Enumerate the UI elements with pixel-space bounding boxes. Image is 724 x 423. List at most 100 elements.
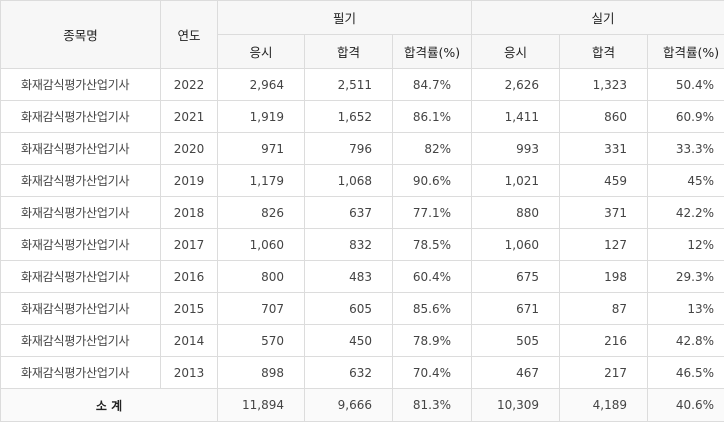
cell-written-applicants: 1,179	[217, 164, 305, 197]
cell-written-rate: 90.6%	[391, 164, 473, 197]
table-row: 화재감식평가산업기사 2013 898 632 70.4% 467 217 46.5%	[0, 356, 724, 389]
cell-written-passed: 1,652	[304, 100, 393, 133]
cell-written-applicants: 826	[217, 196, 305, 229]
table-row: 화재감식평가산업기사 2019 1,179 1,068 90.6% 1,021 459 45%	[0, 164, 724, 197]
total-practical-passed: 4,189	[559, 388, 649, 422]
cell-practical-passed: 331	[559, 132, 649, 165]
cell-year: 2019	[160, 164, 218, 197]
cell-written-passed: 632	[304, 356, 393, 389]
cell-practical-passed: 1,323	[559, 68, 649, 101]
cell-practical-rate: 12%	[647, 228, 724, 261]
table-row: 화재감식평가산업기사 2014 570 450 78.9% 505 216 42.8%	[0, 324, 724, 357]
cell-year: 2021	[160, 100, 218, 133]
header-written-exam: 필기	[216, 0, 473, 35]
cell-practical-passed: 459	[559, 164, 649, 197]
table-row: 화재감식평가산업기사 2017 1,060 832 78.5% 1,060 127 12%	[0, 228, 724, 261]
table-row: 화재감식평가산업기사 2022 2,964 2,511 84.7% 2,626 1,323 5…	[0, 68, 724, 101]
cell-written-passed: 605	[304, 292, 393, 325]
cell-written-passed: 1,068	[304, 164, 393, 197]
cell-year: 2016	[160, 260, 218, 293]
cell-year: 2020	[160, 132, 218, 165]
table-footer: 소 계 11,894 9,666 81.3% 10,309 4,189 40.6…	[0, 388, 724, 422]
table-row: 화재감식평가산업기사 2018 826 637 77.1% 880 371 42.2%	[0, 196, 724, 229]
header-practical-exam: 실기	[471, 0, 724, 35]
cell-practical-passed: 87	[559, 292, 649, 325]
total-label: 소 계	[0, 388, 218, 422]
cell-practical-applicants: 467	[471, 356, 561, 389]
cell-written-applicants: 800	[217, 260, 305, 293]
cell-written-rate: 77.1%	[391, 196, 473, 229]
cell-written-applicants: 898	[217, 356, 305, 389]
cell-practical-rate: 42.2%	[647, 196, 724, 229]
cell-practical-applicants: 671	[471, 292, 561, 325]
cell-practical-rate: 13%	[647, 292, 724, 325]
cell-written-applicants: 2,964	[217, 68, 305, 101]
cell-written-applicants: 707	[217, 292, 305, 325]
cell-written-passed: 832	[304, 228, 393, 261]
cell-year: 2022	[160, 68, 218, 101]
cell-written-rate: 84.7%	[391, 68, 473, 101]
cell-practical-passed: 198	[559, 260, 649, 293]
cell-written-applicants: 1,919	[217, 100, 305, 133]
header-practical-passed: 합격	[559, 34, 649, 69]
cell-practical-rate: 42.8%	[647, 324, 724, 357]
cell-practical-applicants: 1,021	[471, 164, 561, 197]
cell-item-name: 화재감식평가산업기사	[0, 260, 161, 293]
cell-item-name: 화재감식평가산업기사	[0, 228, 161, 261]
cell-practical-applicants: 675	[471, 260, 561, 293]
table-row: 화재감식평가산업기사 2021 1,919 1,652 86.1% 1,411 860 60.…	[0, 100, 724, 133]
cell-written-rate: 82%	[391, 132, 473, 165]
cell-item-name: 화재감식평가산업기사	[0, 132, 161, 165]
header-practical-rate: 합격률(%)	[647, 34, 724, 69]
cell-practical-passed: 217	[559, 356, 649, 389]
cell-written-passed: 2,511	[304, 68, 393, 101]
cell-written-passed: 637	[304, 196, 393, 229]
cell-practical-applicants: 505	[471, 324, 561, 357]
header-written-applicants: 응시	[217, 34, 305, 69]
cell-written-rate: 78.9%	[391, 324, 473, 357]
cell-written-applicants: 1,060	[217, 228, 305, 261]
total-practical-applicants: 10,309	[471, 388, 561, 422]
cell-written-passed: 483	[304, 260, 393, 293]
total-row: 소 계 11,894 9,666 81.3% 10,309 4,189 40.6…	[0, 388, 724, 422]
total-written-rate: 81.3%	[391, 388, 473, 422]
cell-practical-passed: 371	[559, 196, 649, 229]
cell-practical-applicants: 880	[471, 196, 561, 229]
total-written-passed: 9,666	[304, 388, 393, 422]
cell-item-name: 화재감식평가산업기사	[0, 292, 161, 325]
cell-written-rate: 60.4%	[391, 260, 473, 293]
cell-written-applicants: 570	[217, 324, 305, 357]
cell-year: 2014	[160, 324, 218, 357]
header-row-sub: 응시 합격 합격률(%) 응시 합격 합격률(%)	[1, 34, 724, 69]
cell-practical-applicants: 2,626	[471, 68, 561, 101]
cell-practical-applicants: 993	[471, 132, 561, 165]
table-row: 화재감식평가산업기사 2020 971 796 82% 993 331 33.3%	[0, 132, 724, 165]
cell-practical-passed: 216	[559, 324, 649, 357]
cell-practical-rate: 29.3%	[647, 260, 724, 293]
cell-item-name: 화재감식평가산업기사	[0, 100, 161, 133]
header-written-passed: 합격	[304, 34, 393, 69]
cell-written-rate: 78.5%	[391, 228, 473, 261]
cell-item-name: 화재감식평가산업기사	[0, 68, 161, 101]
cell-year: 2017	[160, 228, 218, 261]
cell-year: 2013	[160, 356, 218, 389]
cell-written-rate: 86.1%	[391, 100, 473, 133]
cell-practical-rate: 46.5%	[647, 356, 724, 389]
table-header: 종목명 연도 필기 실기 응시 합격 합격률(%) 응시 합격 합격률(%)	[0, 0, 724, 69]
cell-written-applicants: 971	[217, 132, 305, 165]
cell-written-passed: 796	[304, 132, 393, 165]
header-practical-applicants: 응시	[471, 34, 561, 69]
table-row: 화재감식평가산업기사 2016 800 483 60.4% 675 198 29.3%	[0, 260, 724, 293]
cell-item-name: 화재감식평가산업기사	[0, 196, 161, 229]
cell-practical-rate: 50.4%	[647, 68, 724, 101]
cell-item-name: 화재감식평가산업기사	[0, 356, 161, 389]
cell-practical-rate: 33.3%	[647, 132, 724, 165]
total-practical-rate: 40.6%	[647, 388, 724, 422]
cell-practical-applicants: 1,060	[471, 228, 561, 261]
cell-practical-passed: 860	[559, 100, 649, 133]
table-body: 화재감식평가산업기사 2022 2,964 2,511 84.7% 2,626 1,323 5…	[0, 68, 724, 389]
cell-practical-rate: 60.9%	[647, 100, 724, 133]
cell-practical-rate: 45%	[647, 164, 724, 197]
cell-item-name: 화재감식평가산업기사	[0, 324, 161, 357]
